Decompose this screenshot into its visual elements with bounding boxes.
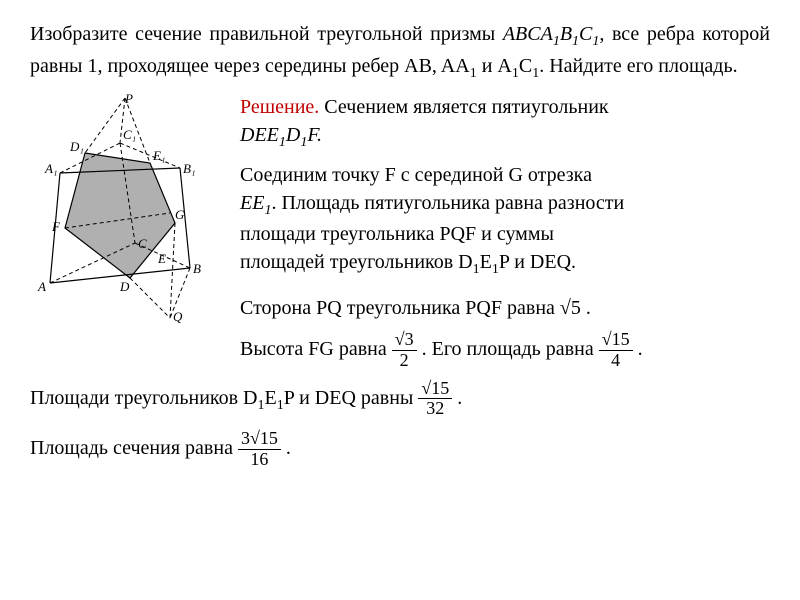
- lbl-D1: D₁: [69, 139, 84, 154]
- lbl-E1: E₁: [152, 148, 165, 163]
- lbl-F: F: [51, 219, 61, 234]
- lbl-B1: B₁: [183, 161, 195, 176]
- lbl-D: D: [119, 279, 130, 294]
- sqrt5: √5: [560, 294, 581, 322]
- lbl-A1: A₁: [44, 161, 57, 176]
- problem-statement: Изобразите сечение правильной треугольно…: [30, 20, 770, 83]
- lbl-C1: C₁: [123, 127, 136, 142]
- prism-figure: P C₁ D₁ E₁ A₁ B₁ F G C A D E B Q: [30, 93, 230, 378]
- bottom-calcs: Площади треугольников D1E1P и DEQ равны …: [30, 379, 770, 470]
- frac-sqrt15-32: √1532: [418, 379, 452, 420]
- frac-3sqrt15-16: 3√1516: [238, 429, 281, 470]
- frac-sqrt3-2: √32: [392, 330, 417, 371]
- solution-text: Решение. Сечением является пятиугольник …: [240, 93, 770, 378]
- lbl-A: A: [37, 279, 46, 294]
- lbl-C: C: [138, 236, 147, 251]
- lbl-E: E: [157, 251, 166, 266]
- frac-sqrt15-4: √154: [599, 330, 633, 371]
- solution-label: Решение.: [240, 96, 324, 118]
- lbl-Q: Q: [173, 309, 183, 323]
- solution-row: P C₁ D₁ E₁ A₁ B₁ F G C A D E B Q Решение…: [30, 93, 770, 378]
- problem-l1: Изобразите сечение правильной треугольно…: [30, 23, 495, 45]
- lbl-P: P: [124, 93, 133, 106]
- lbl-B: B: [193, 261, 201, 276]
- lbl-G: G: [175, 207, 185, 222]
